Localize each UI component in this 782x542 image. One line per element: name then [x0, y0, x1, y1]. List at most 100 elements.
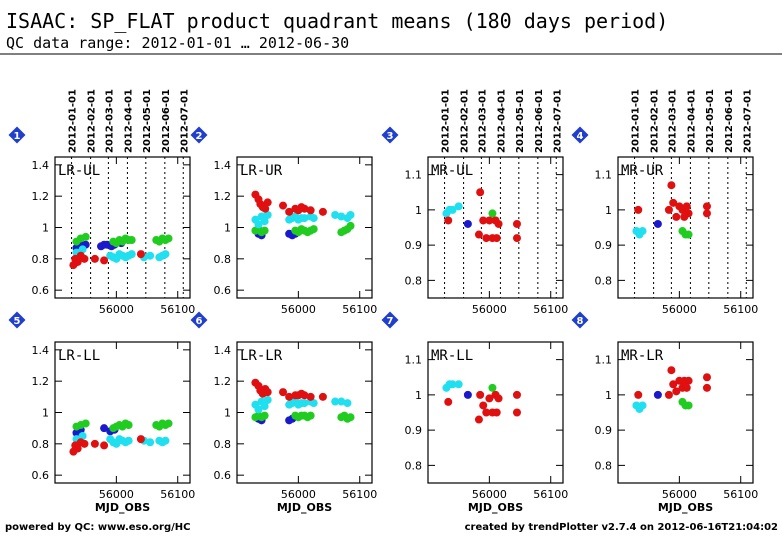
data-point-red — [476, 188, 485, 197]
panel-badge-diamond — [190, 126, 208, 144]
panel-label: MR-LR — [621, 348, 664, 364]
y-tick-label: 1.4 — [214, 344, 232, 357]
data-point-red — [485, 394, 494, 403]
date-tick-label: 2012-02-01 — [460, 89, 471, 153]
page-title: ISAAC: SP_FLAT product quadrant means (1… — [6, 9, 668, 33]
data-point-blue — [100, 424, 109, 433]
data-point-red — [667, 181, 676, 190]
data-point-red — [672, 387, 681, 396]
y-tick-label: 0.8 — [595, 459, 613, 472]
y-tick-label: 0.8 — [32, 253, 50, 266]
data-point-cyan — [300, 399, 309, 408]
panel-5: 0.6 0.8 1 1.2 1.4 56000 56100 MJD_OBS LR-LL 5 — [8, 311, 195, 514]
data-point-red — [702, 209, 711, 218]
data-point-green — [260, 226, 269, 235]
data-point-red — [492, 234, 501, 243]
data-point-red — [474, 415, 483, 424]
date-tick-label: 2012-03-01 — [667, 89, 678, 153]
data-point-cyan — [78, 432, 87, 440]
data-point-green — [127, 236, 136, 245]
y-tick-label: 1 — [415, 204, 422, 217]
data-point-blue — [653, 219, 662, 228]
data-point-red — [682, 383, 691, 392]
data-point-cyan — [124, 436, 133, 445]
data-point-green — [260, 411, 269, 420]
y-tick-label: 0.9 — [405, 424, 423, 437]
date-tick-label: 2012-02-01 — [87, 89, 98, 153]
x-axis-label: MJD_OBS — [277, 501, 332, 514]
data-point-red — [80, 254, 89, 263]
data-point-green — [346, 221, 355, 230]
page-subtitle: QC data range: 2012-01-01 … 2012-06-30 — [6, 34, 349, 52]
data-point-cyan — [260, 402, 269, 411]
x-tick-label: 56000 — [472, 303, 507, 316]
x-tick-label: 56100 — [160, 303, 195, 316]
y-tick-label: 0.8 — [214, 438, 232, 451]
data-point-cyan — [331, 210, 340, 219]
panel-badge-diamond — [571, 311, 589, 329]
data-point-cyan — [309, 399, 318, 408]
x-tick-label: 56000 — [281, 303, 316, 316]
data-point-cyan — [161, 250, 170, 259]
panel-label: LR-LL — [58, 348, 100, 364]
data-point-red — [476, 390, 485, 399]
data-point-red — [667, 366, 676, 375]
data-point-red — [300, 204, 309, 213]
data-point-red — [300, 391, 309, 400]
data-point-cyan — [331, 397, 340, 406]
data-point-red — [482, 408, 491, 417]
panel-4: 0.8 0.9 1 1.1 56000 56100 2012-01-01 2012-02-01… — [571, 89, 758, 316]
data-point-red — [512, 219, 521, 228]
y-tick-label: 1.2 — [214, 190, 232, 203]
data-point-cyan — [300, 214, 309, 223]
data-point-red — [285, 207, 294, 216]
y-tick-label: 1.2 — [32, 190, 50, 203]
data-point-red — [100, 441, 109, 450]
data-point-green — [124, 421, 133, 430]
data-point-red — [318, 392, 327, 401]
x-tick-label: 56100 — [342, 303, 377, 316]
panel-number: 1 — [14, 131, 21, 142]
data-point-cyan — [309, 214, 318, 223]
x-axis-label: MJD_OBS — [658, 501, 713, 514]
plot-frame — [617, 341, 754, 484]
footer-generator: created by trendPlotter v2.7.4 on 2012-0… — [465, 522, 778, 533]
panel-number: 8 — [577, 316, 584, 327]
date-tick-label: 2012-01-01 — [631, 89, 642, 153]
data-point-red — [494, 394, 503, 403]
panel-2: 0.6 0.8 1 1.2 1.4 56000 56100 LR-UR 2 — [190, 126, 377, 316]
data-point-red — [684, 209, 693, 218]
panel-6: 0.6 0.8 1 1.2 1.4 56000 56100 MJD_OBS LR-LR 6 — [190, 311, 377, 514]
data-point-red — [634, 390, 643, 399]
data-point-red — [73, 257, 82, 266]
data-point-red — [318, 207, 327, 216]
data-point-cyan — [254, 405, 263, 414]
y-tick-label: 1 — [605, 204, 612, 217]
data-point-cyan — [346, 210, 355, 219]
y-tick-label: 0.6 — [32, 284, 50, 297]
panel-8: 0.8 0.9 1 1.1 56000 56100 MJD_OBS MR-LR 8 — [571, 311, 758, 514]
data-point-red — [492, 408, 501, 417]
y-tick-label: 1 — [224, 222, 231, 235]
y-tick-label: 1.2 — [32, 375, 50, 388]
y-tick-label: 1 — [42, 222, 49, 235]
data-point-red — [261, 204, 270, 213]
data-point-cyan — [127, 250, 136, 259]
data-point-green — [164, 234, 173, 243]
panel-number: 4 — [577, 131, 584, 142]
date-tick-label: 2012-05-01 — [142, 89, 153, 153]
data-point-red — [482, 234, 491, 243]
date-tick-label: 2012-06-01 — [724, 89, 735, 153]
y-tick-label: 1.4 — [32, 344, 50, 357]
y-tick-label: 1.4 — [214, 159, 232, 172]
data-point-cyan — [448, 205, 457, 214]
data-point-green — [488, 383, 497, 392]
data-point-cyan — [454, 380, 463, 389]
data-point-red — [512, 390, 521, 399]
y-tick-label: 1.2 — [214, 375, 232, 388]
x-tick-label: 56100 — [533, 488, 568, 501]
data-point-green — [488, 209, 497, 218]
data-point-cyan — [343, 399, 352, 408]
panel-grid: 0.6 0.8 1 1.2 1.4 56000 56100 2012-01-01 2012-02… — [8, 89, 758, 514]
